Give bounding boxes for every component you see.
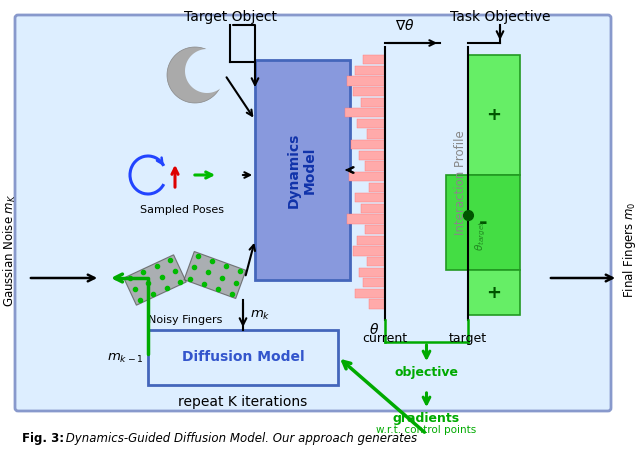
Bar: [468, 55, 520, 175]
Bar: [365, 161, 385, 171]
Bar: [361, 97, 385, 107]
Bar: [468, 270, 520, 315]
Polygon shape: [124, 255, 186, 305]
Bar: [353, 87, 385, 96]
Text: w.r.t. control points: w.r.t. control points: [376, 425, 477, 435]
Bar: [353, 246, 385, 256]
Text: Noisy Fingers: Noisy Fingers: [148, 315, 222, 325]
Polygon shape: [185, 49, 229, 93]
Text: Diffusion Model: Diffusion Model: [182, 350, 304, 364]
Bar: [355, 66, 385, 75]
Bar: [347, 76, 385, 85]
Text: objective: objective: [394, 366, 458, 379]
Text: Task Objective: Task Objective: [450, 10, 550, 24]
Bar: [347, 214, 385, 224]
Text: $m_k$: $m_k$: [250, 308, 271, 322]
Bar: [363, 55, 385, 64]
Text: Interaction Profile: Interaction Profile: [454, 130, 467, 235]
Bar: [367, 257, 385, 266]
Bar: [367, 129, 385, 139]
Bar: [359, 151, 385, 160]
Text: +: +: [486, 106, 502, 124]
FancyBboxPatch shape: [15, 15, 611, 411]
Text: Fig. 3:: Fig. 3:: [22, 432, 64, 445]
Bar: [345, 108, 385, 118]
Bar: [351, 140, 385, 149]
Bar: [357, 119, 385, 128]
Bar: [148, 330, 338, 385]
Bar: [369, 183, 385, 192]
Text: Target Object: Target Object: [184, 10, 276, 24]
Text: target: target: [449, 332, 487, 345]
Text: current: current: [362, 332, 408, 345]
Text: $\nabla\theta$: $\nabla\theta$: [395, 18, 415, 33]
Bar: [369, 299, 385, 309]
Bar: [359, 268, 385, 277]
Text: $\theta_{target}$: $\theta_{target}$: [474, 220, 488, 251]
Text: Sampled Poses: Sampled Poses: [140, 205, 224, 215]
Bar: [446, 175, 520, 270]
Text: Final Fingers $m_0$: Final Fingers $m_0$: [621, 202, 639, 298]
Text: +: +: [486, 284, 502, 302]
Text: $m_{k-1}$: $m_{k-1}$: [107, 352, 143, 365]
Text: Dynamics
Model: Dynamics Model: [287, 132, 317, 207]
Bar: [357, 235, 385, 245]
Text: Dynamics-Guided Diffusion Model. Our approach generates: Dynamics-Guided Diffusion Model. Our app…: [62, 432, 417, 445]
Text: repeat K iterations: repeat K iterations: [179, 395, 308, 409]
Polygon shape: [167, 47, 223, 103]
Bar: [365, 225, 385, 235]
Text: $\theta$: $\theta$: [369, 322, 379, 337]
Polygon shape: [184, 252, 246, 298]
Bar: [361, 204, 385, 213]
Bar: [255, 60, 350, 280]
Bar: [363, 278, 385, 287]
Bar: [355, 193, 385, 202]
Bar: [355, 289, 385, 298]
Bar: [349, 172, 385, 181]
Text: -: -: [479, 213, 487, 233]
Text: gradients: gradients: [393, 412, 460, 425]
Text: Gaussian Noise $m_K$: Gaussian Noise $m_K$: [2, 193, 18, 307]
